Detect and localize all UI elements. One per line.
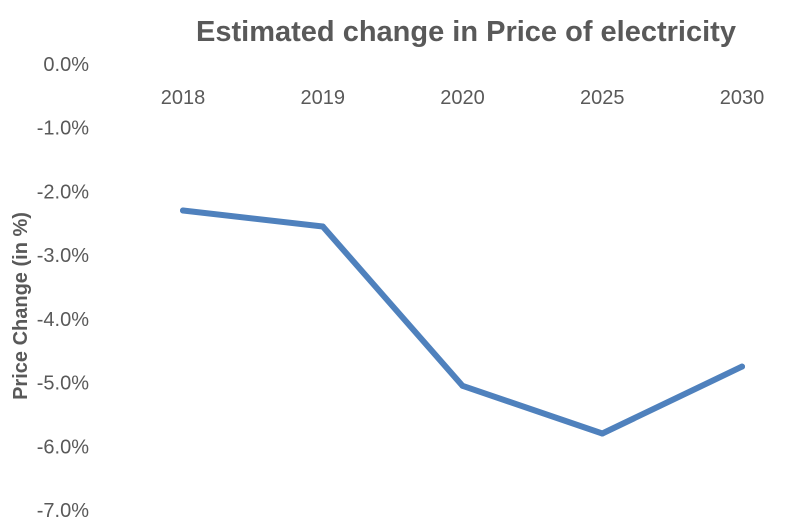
y-tick-label: -5.0% [37,373,89,395]
series-group [180,207,745,437]
x-tick-label: 2019 [301,87,346,109]
data-point [180,207,186,214]
data-point [459,382,466,389]
y-tick-label: -1.0% [37,118,89,140]
y-tick-label: -4.0% [37,309,89,331]
y-axis-tick-labels: 0.0% -1.0% -2.0% -3.0% -4.0% -5.0% -6.0% -7.0% [37,54,89,518]
y-tick-label: -7.0% [37,500,89,518]
x-tick-label: 2030 [720,87,765,109]
y-axis-title: Price Change (in %) [10,212,32,400]
x-tick-label: 2018 [161,87,206,109]
y-tick-label: -6.0% [37,436,89,458]
series-line [180,207,745,437]
y-tick-label: -3.0% [37,245,89,267]
y-tick-label: -2.0% [37,181,89,203]
y-tick-label: 0.0% [43,54,89,76]
data-point [599,430,606,437]
chart-title: Estimated change in Price of electricity [196,16,736,48]
data-point [739,363,745,370]
data-point [319,223,326,230]
x-tick-label: 2025 [580,87,625,109]
x-tick-label: 2020 [440,87,485,109]
x-axis-tick-labels: 2018 2019 2020 2025 2030 [161,87,765,109]
